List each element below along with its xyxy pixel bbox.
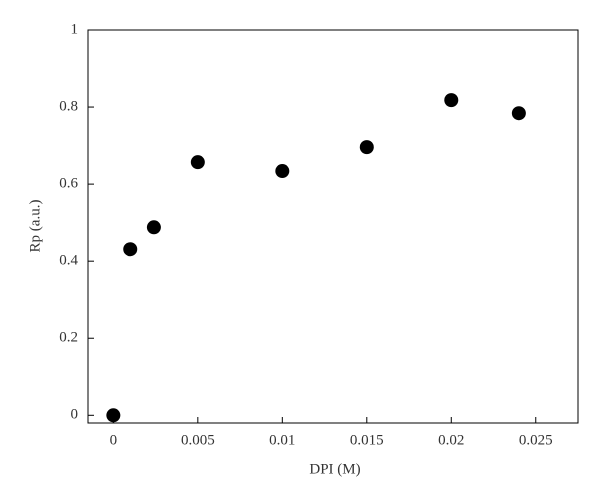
x-tick-label: 0.025 xyxy=(519,432,553,448)
y-axis-label: Rp (a.u.) xyxy=(27,200,43,253)
y-tick-label: 0 xyxy=(71,407,79,423)
y-tick-label: 0.6 xyxy=(59,176,78,192)
x-tick-label: 0 xyxy=(110,432,118,448)
x-tick-label: 0.015 xyxy=(350,432,384,448)
data-point xyxy=(123,242,138,257)
x-axis-label: DPI (M) xyxy=(309,461,360,477)
x-tick-label: 0.005 xyxy=(181,432,215,448)
y-tick-label: 0.2 xyxy=(59,330,78,346)
x-tick-label: 0.02 xyxy=(438,432,464,448)
data-point xyxy=(146,220,161,235)
y-tick-label: 1 xyxy=(71,21,79,37)
data-point xyxy=(106,408,121,423)
data-point xyxy=(190,155,205,170)
x-tick-label: 0.01 xyxy=(269,432,295,448)
data-point xyxy=(359,140,374,155)
y-tick-label: 0.4 xyxy=(59,253,78,269)
plot-frame xyxy=(87,29,579,424)
data-point xyxy=(511,106,526,121)
y-tick-label: 0.8 xyxy=(59,98,78,114)
data-point xyxy=(444,93,459,108)
data-point xyxy=(275,164,290,179)
